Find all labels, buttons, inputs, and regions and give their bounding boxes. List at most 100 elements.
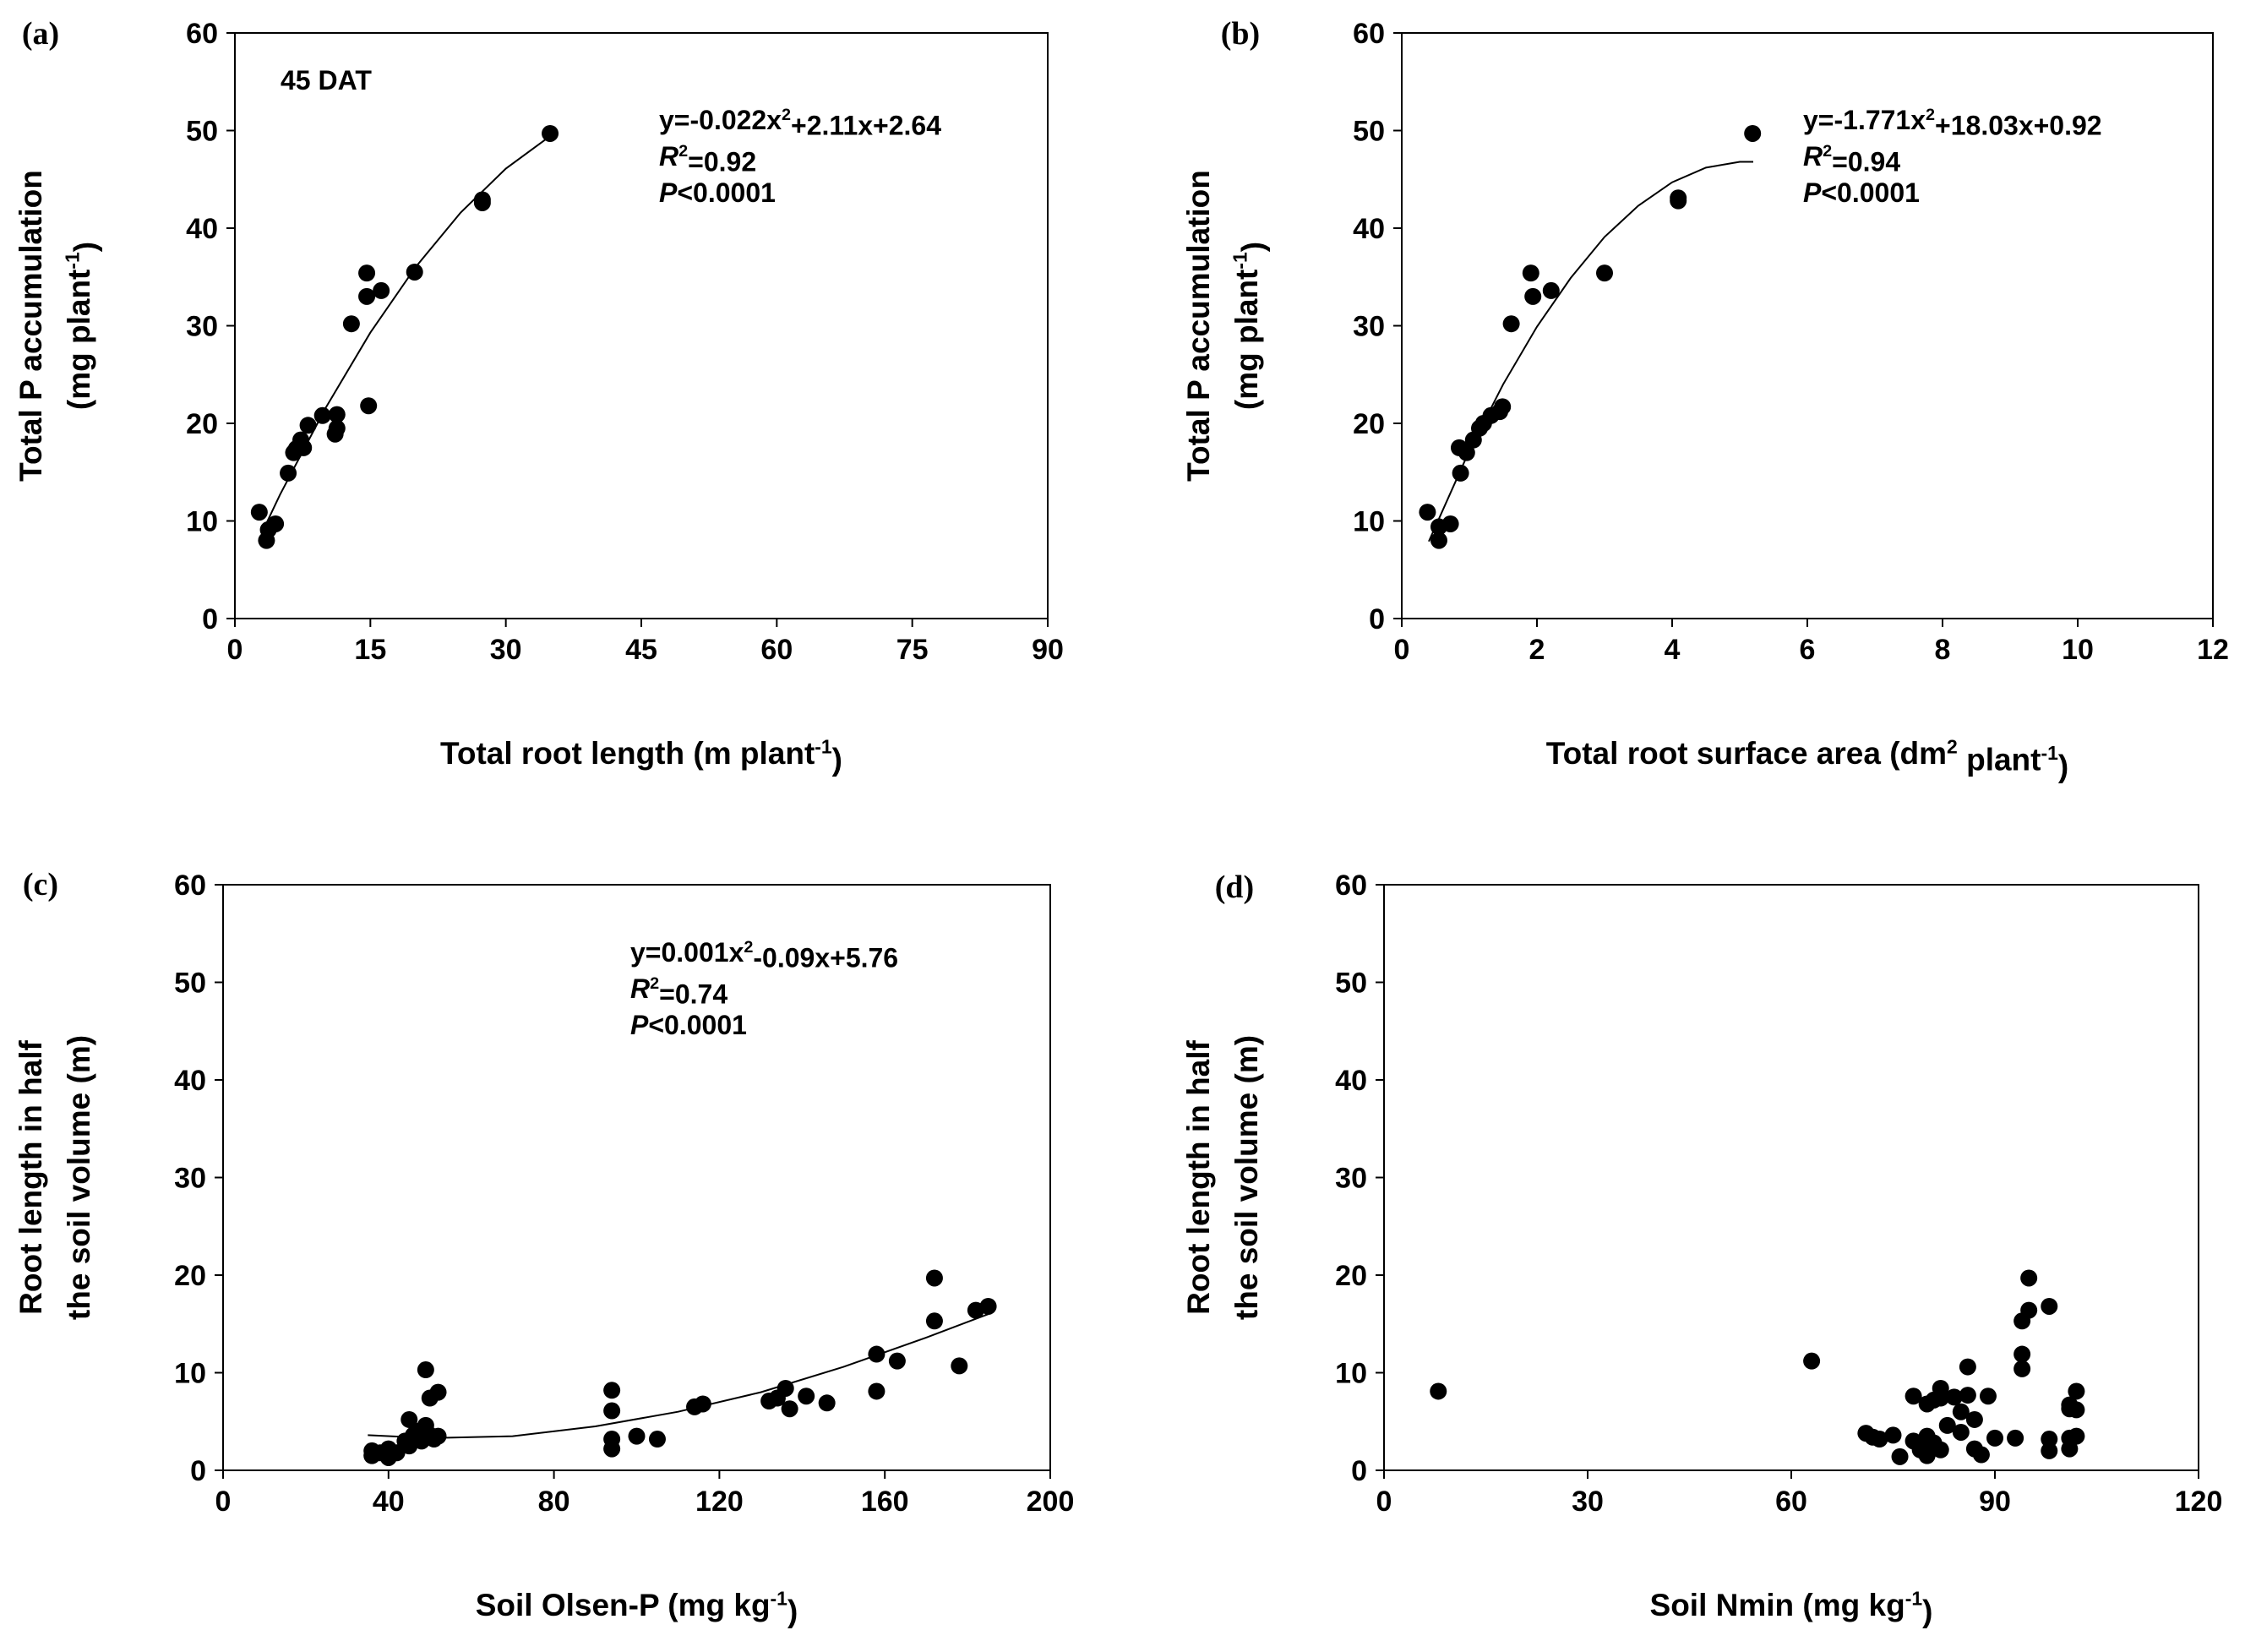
x-axis-label: Soil Nmin (mg kg-1) bbox=[1650, 1587, 1933, 1628]
data-point bbox=[1542, 281, 1560, 299]
data-point bbox=[925, 1312, 943, 1330]
text-part: Root length in half bbox=[14, 1039, 48, 1314]
text-part: +18.03x+0.92 bbox=[1935, 111, 2102, 141]
p-value: P<0.0001 bbox=[1803, 177, 1920, 208]
x-tick-label: 120 bbox=[2175, 1486, 2223, 1518]
y-tick-label: 60 bbox=[174, 870, 206, 902]
x-tick-label: 6 bbox=[1800, 634, 1816, 666]
y-tick-label: 0 bbox=[190, 1455, 206, 1487]
data-point bbox=[1979, 1388, 1997, 1405]
text-part: =0.92 bbox=[688, 147, 756, 177]
data-point bbox=[328, 406, 346, 423]
y-tick-label: 30 bbox=[186, 311, 218, 343]
text-part: y=0.001x bbox=[630, 937, 744, 968]
y-axis-label: (mg plant-1) bbox=[61, 242, 102, 410]
text-part: P bbox=[659, 177, 678, 208]
data-point bbox=[2014, 1360, 2031, 1377]
panel: 0 30 60 90 120 0 10 20 30 40 50 60 (d) Soil Nmin (mg … bbox=[1181, 870, 2222, 1629]
y-tick-label: 50 bbox=[1335, 968, 1367, 1000]
data-point bbox=[1945, 1388, 1963, 1406]
data-point bbox=[781, 1400, 798, 1418]
data-point bbox=[417, 1361, 434, 1379]
y-tick-label: 40 bbox=[174, 1065, 206, 1097]
x-tick-label: 0 bbox=[215, 1486, 232, 1518]
x-tick-label: 12 bbox=[2197, 634, 2229, 666]
data-point bbox=[2068, 1401, 2085, 1419]
x-tick-label: 160 bbox=[861, 1486, 909, 1518]
x-axis-label: Total root surface area (dm2 plant-1) bbox=[1546, 735, 2068, 783]
data-point bbox=[628, 1427, 646, 1445]
data-point bbox=[1502, 315, 1520, 333]
text-part: Soil Nmin (mg kg bbox=[1650, 1588, 1905, 1622]
data-point bbox=[1965, 1410, 1983, 1428]
y-tick-label: 0 bbox=[202, 603, 218, 635]
panel: 0 15 30 45 60 75 90 0 10 20 30 40 50 60 (a) Total root … bbox=[14, 16, 1064, 777]
y-tick-label: 0 bbox=[1369, 603, 1385, 635]
superscript: 2 bbox=[1947, 735, 1958, 757]
data-point bbox=[777, 1379, 794, 1397]
data-point bbox=[1972, 1446, 1990, 1464]
data-point bbox=[868, 1345, 886, 1363]
text-part: Total P accumulation bbox=[1181, 170, 1216, 482]
data-point bbox=[603, 1382, 621, 1399]
superscript: -1 bbox=[2041, 742, 2058, 764]
superscript: -1 bbox=[815, 735, 832, 757]
superscript: -1 bbox=[1905, 1587, 1923, 1609]
text-part: P bbox=[1803, 177, 1822, 208]
x-tick-label: 90 bbox=[1032, 634, 1064, 666]
data-point bbox=[1938, 1416, 1956, 1434]
y-axis-label: Total P accumulation bbox=[1181, 170, 1216, 482]
data-point bbox=[406, 263, 423, 281]
x-tick-label: 8 bbox=[1935, 634, 1951, 666]
text-part: y=-1.771x bbox=[1803, 105, 1926, 135]
data-point bbox=[1952, 1403, 1970, 1420]
panel: 0 2 4 6 8 10 12 0 10 20 30 40 50 60 (b) Total root surf… bbox=[1181, 16, 2229, 783]
text-part: Total root surface area (dm bbox=[1546, 736, 1947, 771]
data-point bbox=[1932, 1441, 1949, 1458]
data-point bbox=[1952, 1423, 1970, 1441]
data-point bbox=[358, 264, 376, 282]
y-tick-label: 20 bbox=[174, 1260, 206, 1292]
y-axis-label: Root length in half bbox=[1181, 1039, 1216, 1314]
data-point bbox=[326, 425, 344, 443]
y-tick-label: 20 bbox=[186, 408, 218, 440]
data-point bbox=[360, 397, 378, 415]
r-squared: R2=0.92 bbox=[659, 141, 756, 177]
data-point bbox=[2068, 1382, 2085, 1400]
data-point bbox=[1744, 124, 1762, 142]
panel-label: (a) bbox=[22, 16, 59, 52]
text-part: ) bbox=[1922, 1595, 1932, 1629]
data-point bbox=[1884, 1426, 1902, 1444]
data-point bbox=[925, 1269, 943, 1287]
superscript: 2 bbox=[678, 142, 688, 161]
data-point bbox=[299, 417, 317, 434]
x-tick-label: 60 bbox=[760, 634, 793, 666]
data-point bbox=[2014, 1345, 2031, 1363]
text-part: Total root length (m plant bbox=[440, 736, 815, 771]
data-point bbox=[1458, 444, 1475, 461]
text-part: <0.0001 bbox=[648, 1010, 747, 1040]
fit-curve bbox=[368, 1313, 989, 1439]
text-part: ) bbox=[832, 743, 842, 777]
x-tick-label: 30 bbox=[1572, 1486, 1604, 1518]
data-point bbox=[1905, 1388, 1922, 1405]
data-point bbox=[1494, 398, 1512, 416]
y-tick-label: 30 bbox=[1335, 1163, 1367, 1195]
panel-label: (b) bbox=[1221, 16, 1260, 52]
y-tick-label: 10 bbox=[1353, 506, 1385, 538]
data-point bbox=[2007, 1429, 2024, 1447]
data-point bbox=[250, 504, 268, 521]
data-point bbox=[1524, 287, 1542, 305]
text-part: Total P accumulation bbox=[14, 170, 48, 482]
y-tick-label: 10 bbox=[1335, 1358, 1367, 1390]
text-part: <0.0001 bbox=[677, 177, 776, 208]
x-tick-label: 2 bbox=[1529, 634, 1545, 666]
y-tick-label: 40 bbox=[186, 213, 218, 245]
text-part: R bbox=[630, 973, 650, 1004]
data-point bbox=[1891, 1448, 1909, 1465]
y-tick-label: 20 bbox=[1353, 408, 1385, 440]
data-point bbox=[2041, 1297, 2058, 1315]
data-point bbox=[603, 1402, 621, 1420]
y-axis-label: the soil volume (m) bbox=[1229, 1035, 1264, 1320]
